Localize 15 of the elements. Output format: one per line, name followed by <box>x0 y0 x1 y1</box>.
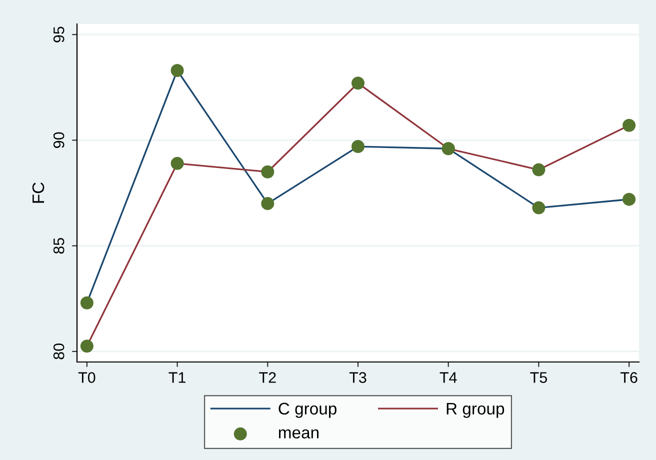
y-tick-label: 80 <box>53 344 64 360</box>
y-tick-label: 95 <box>53 26 64 42</box>
x-tick-label: T1 <box>168 372 186 383</box>
y-tick-label: 90 <box>53 132 64 148</box>
x-tick-label: T2 <box>259 372 276 383</box>
x-tick-label: T0 <box>78 372 96 383</box>
x-tick-label: T3 <box>349 372 366 383</box>
legend-label: R group <box>446 402 504 418</box>
x-tick-label: T5 <box>530 372 547 383</box>
x-tick-label: T6 <box>620 372 638 383</box>
legend-label: mean <box>278 429 318 438</box>
legend-label: C group <box>278 402 336 418</box>
y-tick-label: 85 <box>53 238 64 254</box>
y-axis-title: FC <box>32 182 44 203</box>
x-tick-label: T4 <box>440 372 457 383</box>
